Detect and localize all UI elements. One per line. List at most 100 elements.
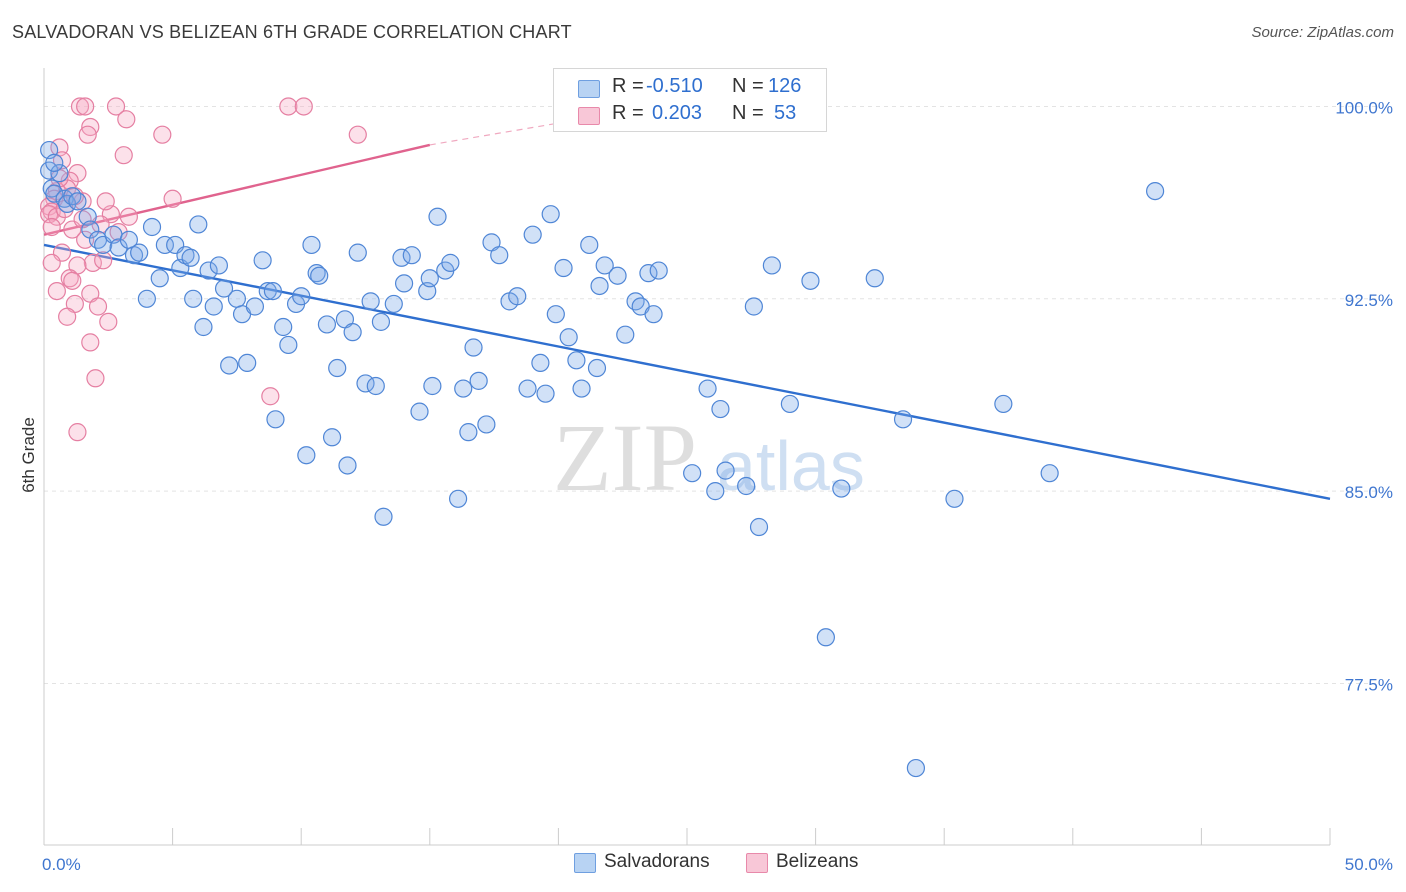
data-point-salvadoran: [263, 281, 283, 301]
data-point-salvadoran: [762, 256, 781, 275]
data-point-salvadoran: [945, 489, 964, 508]
legend-n-label: N =: [732, 102, 764, 124]
data-point-salvadoran: [310, 266, 329, 285]
data-point-belizean: [47, 207, 66, 226]
data-point-belizean: [70, 97, 90, 116]
data-point-salvadoran: [749, 517, 769, 537]
data-point-belizean: [42, 217, 61, 237]
legend-n-label: N =: [732, 75, 764, 97]
data-point-salvadoran: [150, 269, 169, 288]
data-point-belizean: [279, 97, 298, 116]
data-point-salvadoran: [464, 338, 483, 357]
data-point-salvadoran: [245, 297, 265, 316]
data-point-salvadoran: [343, 323, 362, 342]
data-point-salvadoran: [199, 261, 218, 280]
data-point-salvadoran: [402, 246, 421, 265]
data-point-salvadoran: [45, 184, 64, 203]
data-point-salvadoran: [698, 379, 717, 398]
tick-labels: 100.0% 92.5% 85.0% 77.5% 0.0% 50.0%: [42, 98, 1393, 874]
y-tick-label: 85.0%: [1345, 483, 1393, 502]
data-point-salvadoran: [155, 235, 174, 255]
data-point-salvadoran: [780, 394, 799, 414]
data-point-belizean: [76, 230, 95, 249]
data-point-salvadoran: [595, 256, 614, 275]
data-point-salvadoran: [181, 248, 200, 267]
data-point-salvadoran: [1040, 464, 1059, 483]
data-point-salvadoran: [194, 317, 213, 337]
legend-swatch-belizeans: [578, 107, 600, 125]
bottom-legend-swatch-salvadorans: [574, 853, 596, 873]
data-point-salvadoran: [348, 243, 367, 262]
data-point-salvadoran: [737, 476, 756, 496]
bottom-legend-swatch-belizeans: [746, 853, 768, 873]
data-point-salvadoran: [176, 246, 195, 265]
data-point-salvadoran: [523, 225, 542, 244]
data-point-salvadoran: [45, 153, 64, 172]
data-point-salvadoran: [906, 758, 926, 778]
data-point-salvadoran: [366, 376, 385, 396]
chart-title: SALVADORAN VS BELIZEAN 6TH GRADE CORRELA…: [12, 22, 572, 42]
data-point-salvadoran: [392, 248, 411, 267]
trend-line-0: [43, 243, 1331, 500]
data-point-belizean: [78, 125, 97, 144]
data-point-salvadoran: [279, 335, 298, 355]
data-point-salvadoran: [209, 256, 228, 275]
data-point-salvadoran: [307, 264, 326, 283]
data-point-salvadoran: [130, 243, 149, 262]
y-tick-label: 92.5%: [1345, 291, 1393, 310]
data-point-belizean: [117, 110, 136, 129]
data-point-belizean: [99, 312, 118, 331]
data-point-salvadoran: [554, 258, 573, 278]
legend-row-belizeans: R = 0.203 N = 53: [554, 102, 826, 128]
data-point-belizean: [163, 189, 182, 208]
legend-n-value: 53: [774, 102, 797, 124]
data-point-salvadoran: [448, 489, 468, 508]
data-point-belizean: [294, 97, 313, 116]
data-point-salvadoran: [608, 266, 627, 285]
data-point-belizean: [47, 281, 66, 301]
data-point-salvadoran: [322, 428, 342, 447]
data-point-belizean: [153, 125, 172, 144]
data-point-salvadoran: [865, 269, 884, 288]
data-point-salvadoran: [572, 379, 591, 398]
data-point-belizean: [114, 146, 133, 165]
data-point-salvadoran: [238, 353, 257, 373]
data-point-salvadoran: [410, 402, 429, 421]
axes: [43, 68, 1331, 846]
data-point-salvadoran: [220, 356, 239, 375]
data-point-salvadoran: [109, 238, 128, 257]
data-point-salvadoran: [394, 274, 414, 293]
watermark-atlas: atlas: [717, 427, 865, 505]
legend-row-salvadorans: R = -0.510 N = 126: [554, 75, 826, 101]
data-point-belizean: [58, 307, 77, 326]
data-point-salvadoran: [184, 289, 203, 308]
data-point-salvadoran: [616, 325, 635, 344]
data-point-salvadoran: [297, 446, 316, 465]
data-point-salvadoran: [644, 305, 663, 324]
data-point-belizean: [96, 192, 115, 211]
data-point-salvadoran: [536, 384, 555, 403]
legend-r-value: 0.203: [652, 102, 703, 124]
data-point-salvadoran: [258, 281, 277, 301]
data-point-salvadoran: [744, 297, 763, 316]
data-point-belizean: [83, 253, 102, 272]
data-point-salvadoran: [227, 289, 246, 308]
legend-r-label: R =: [612, 75, 644, 97]
data-point-belizean: [42, 253, 61, 272]
data-point-salvadoran: [816, 628, 835, 647]
data-point-salvadoran: [63, 187, 82, 206]
data-point-salvadoran: [328, 358, 347, 378]
data-point-belizean: [86, 369, 105, 388]
data-point-salvadoran: [454, 379, 473, 398]
data-point-salvadoran: [68, 192, 87, 211]
data-point-salvadoran: [338, 456, 357, 475]
data-point-salvadoran: [42, 179, 61, 198]
data-point-salvadoran: [590, 276, 609, 296]
data-point-salvadoran: [266, 410, 285, 429]
data-point-salvadoran: [142, 217, 162, 237]
data-point-salvadoran: [559, 328, 578, 347]
data-point-salvadoran: [711, 399, 730, 419]
y-tick-label: 100.0%: [1335, 98, 1393, 117]
data-point-belizean: [73, 210, 92, 229]
data-point-salvadoran: [683, 464, 702, 483]
